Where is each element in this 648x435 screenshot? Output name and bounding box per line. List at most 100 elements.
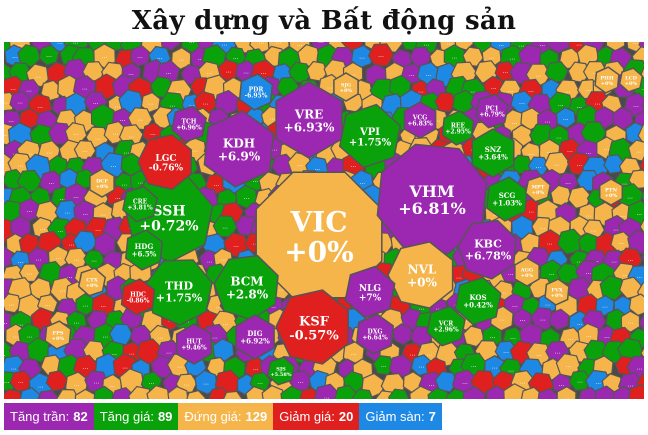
tile-change: +0% [284,236,354,269]
tile-ksf[interactable]: KSF-0.57% [275,289,349,365]
tile-dxg[interactable]: DXG+6.64% [356,313,394,355]
tile-ticker: CRE [133,198,148,205]
tile-ticker: KBC [474,238,502,251]
tile-shape [426,305,466,347]
filler-cell-dots: ... [545,397,551,399]
tile-bcm[interactable]: BCM+2.8% [213,254,279,321]
tile-ticker: KSF [299,314,330,329]
tile-change: +5.58% [270,372,291,378]
filler-cell [549,308,570,331]
tile-agg[interactable]: AGG+0% [514,257,540,287]
tile-fps[interactable]: FPS+0% [44,320,72,350]
tile-lgc[interactable]: LGC-0.76% [137,133,192,191]
tile-ree[interactable]: REE+2.95% [441,110,475,146]
filler-cell-dots: ... [435,117,441,124]
filler-cell [427,387,449,399]
tile-tch[interactable]: TCH+6.96% [171,105,207,143]
tile-shape [524,175,552,203]
tile-sjs[interactable]: SJS+5.58% [266,356,296,386]
tile-ticker: CTX [86,277,98,283]
tile-lcd[interactable]: LCD+0% [618,67,644,93]
tile-shape [441,110,475,146]
filler-cell-dots: ... [167,42,173,44]
tile-change: +6.79% [479,112,505,119]
tile-cre[interactable]: CRE+3.81% [122,185,158,223]
tile-kos[interactable]: KOS+0.42% [454,276,502,326]
tile-change: +0% [340,88,353,94]
filler-cell-dots: ... [38,383,44,390]
tile-change: +6.78% [465,249,512,262]
filler-cell-dots: ... [350,162,356,169]
tile-change: -0.86% [127,298,150,305]
tile-mpt[interactable]: MPT+0% [524,175,552,203]
tile-ticker: KDH [223,137,255,151]
filler-cell-dots: ... [539,42,545,48]
tile-hdg[interactable]: HDG+6.5% [125,229,163,271]
tile-thd[interactable]: THD+1.75% [144,259,213,326]
filler-cell-dots: ... [73,256,79,263]
filler-cell [38,44,60,66]
tile-snz[interactable]: SNZ+3.64% [471,128,515,178]
tile-vpi[interactable]: VPI+1.75% [338,103,402,169]
tile-vic[interactable]: VIC+0% [255,171,383,299]
filler-cell-dots: ... [642,85,644,92]
filler-cell-dots: ... [165,69,171,76]
tile-dig[interactable]: DIG+6.92% [235,314,275,360]
tile-shape [454,276,502,326]
filler-cell-dots: ... [577,320,583,327]
tile-vhm[interactable]: VHM+6.81% [376,143,488,255]
filler-cell-dots: ... [520,316,526,323]
legend-count: 89 [157,409,173,424]
tile-vcr[interactable]: VCR+2.96% [426,305,466,347]
tile-ctx[interactable]: CTX+0% [77,267,107,297]
filler-cell-dots: ... [419,305,425,312]
tile-change: +0% [605,193,618,199]
tile-kdh[interactable]: KDH+6.9% [203,110,275,188]
tile-ticker: VHM [408,182,454,201]
legend-item: Giảm giá: 20 [273,403,360,430]
tile-kbc[interactable]: KBC+6.78% [457,219,517,280]
tile-shape [594,66,620,94]
filler-cell [186,389,207,399]
filler-cell-dots: ... [555,349,561,356]
filler-cell-dots: ... [585,86,591,93]
tile-nvl[interactable]: NVL+0% [387,241,454,309]
tile-shape [89,168,115,198]
tile-ticker: FPS [53,330,64,336]
filler-cell-dots: ... [212,334,218,341]
tile-nlg[interactable]: NLG+7% [344,265,396,319]
tile-pc1[interactable]: PC1+6.79% [475,93,509,129]
filler-cell-dots: ... [17,42,23,48]
tile-change: +1.03% [492,199,522,208]
filler-cell [640,346,644,360]
filler-cell-dots: ... [198,55,204,62]
tile-change: +6.9% [218,149,261,163]
tile-shape [333,72,359,102]
filler-cell-dots: ... [27,270,33,277]
filler-cell-dots: ... [222,42,228,47]
tile-phh[interactable]: PHH+0% [594,66,620,94]
tile-vcg[interactable]: VCG+6.83% [403,101,437,139]
tile-dcf[interactable]: DCF+0% [89,168,115,198]
tile-pdr[interactable]: PDR-6.95% [238,73,274,111]
tile-hut[interactable]: HUT+9.46% [175,323,213,365]
filler-cell-dots: ... [636,273,642,280]
filler-cell-dots: ... [270,115,276,122]
filler-cell [388,388,410,399]
tile-fvx[interactable]: FVX+0% [544,278,570,306]
tile-vre[interactable]: VRE+6.93% [275,81,343,159]
filler-cell [222,390,243,399]
tile-sjg[interactable]: SJG+0% [333,72,359,102]
filler-cell-dots: ... [91,257,97,264]
filler-cell-dots: ... [137,178,143,185]
tile-change: +6.5% [132,250,157,259]
filler-cell-dots: ... [115,194,121,201]
tile-ptn[interactable]: PTN+0% [598,178,624,206]
filler-cell-dots: ... [12,53,18,60]
filler-cell-dots: ... [252,177,258,184]
filler-cell-dots: ... [512,119,518,126]
tile-hdc[interactable]: HDC-0.86% [120,278,156,316]
tile-ticker: PDR [249,86,265,93]
filler-cell-dots: ... [37,103,43,110]
filler-cell [167,385,189,399]
